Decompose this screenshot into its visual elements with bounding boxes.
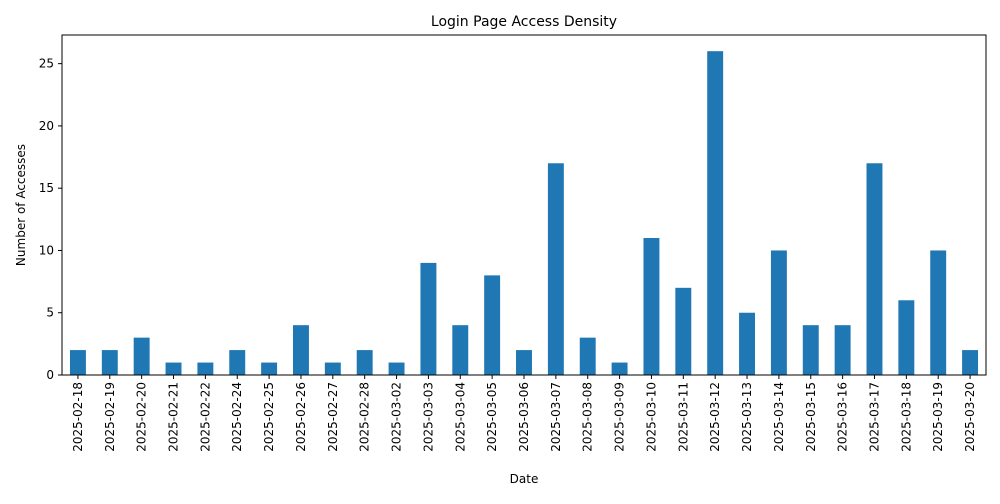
x-tick-label: 2025-03-15 xyxy=(804,382,818,452)
bar-2025-02-24 xyxy=(229,350,246,375)
bar-2025-02-25 xyxy=(261,362,278,375)
x-tick-label: 2025-02-20 xyxy=(135,382,149,452)
x-tick-label: 2025-03-18 xyxy=(899,382,913,452)
bar-2025-02-19 xyxy=(101,350,118,375)
bar-2025-03-18 xyxy=(898,300,915,375)
y-tick-label: 25 xyxy=(39,57,54,71)
bar-2025-03-17 xyxy=(866,163,883,375)
bar-2025-03-09 xyxy=(611,362,628,375)
bar-2025-02-26 xyxy=(293,325,309,375)
x-tick-label: 2025-03-16 xyxy=(836,382,850,452)
y-tick-label: 0 xyxy=(46,368,54,382)
bar-2025-03-13 xyxy=(739,312,755,375)
y-tick-label: 15 xyxy=(39,181,54,195)
x-tick-label: 2025-03-20 xyxy=(963,382,977,452)
bar-2025-02-22 xyxy=(197,362,214,375)
y-axis: 0 5 10 15 20 25 xyxy=(39,57,62,382)
bar-2025-03-15 xyxy=(802,325,819,375)
x-tick-label: 2025-03-11 xyxy=(676,382,690,452)
bar-2025-02-20 xyxy=(133,337,150,375)
x-tick-label: 2025-02-27 xyxy=(326,382,340,452)
bar-2025-02-28 xyxy=(356,350,373,375)
bar-2025-03-14 xyxy=(770,250,787,375)
x-tick-label: 2025-03-04 xyxy=(453,382,467,452)
plot-frame xyxy=(61,34,987,376)
x-tick-label: 2025-02-21 xyxy=(167,382,181,452)
bar-2025-03-03 xyxy=(420,262,437,375)
bar-2025-03-07 xyxy=(547,163,564,375)
bar-2025-03-02 xyxy=(388,362,405,375)
x-tick-label: 2025-03-10 xyxy=(644,382,658,452)
bar-2025-02-27 xyxy=(324,362,341,375)
y-tick-label: 10 xyxy=(39,243,54,257)
x-tick-label: 2025-03-08 xyxy=(581,382,595,452)
x-tick-label: 2025-03-05 xyxy=(485,382,499,452)
x-tick-label: 2025-03-06 xyxy=(517,382,531,452)
x-tick-label: 2025-03-02 xyxy=(390,382,404,452)
x-tick-label: 2025-02-28 xyxy=(358,382,372,452)
x-tick-label: 2025-02-25 xyxy=(262,382,276,452)
bar-2025-03-11 xyxy=(675,287,692,375)
x-tick-label: 2025-03-17 xyxy=(867,382,881,452)
bar-2025-03-16 xyxy=(834,325,851,375)
x-tick-label: 2025-03-12 xyxy=(708,382,722,452)
bar-2025-03-19 xyxy=(930,250,947,375)
x-tick-label: 2025-03-19 xyxy=(931,382,945,452)
bar-2025-03-12 xyxy=(707,51,724,375)
x-tick-label: 2025-03-09 xyxy=(613,382,627,452)
bar-2025-02-21 xyxy=(165,362,182,375)
x-tick-label: 2025-02-19 xyxy=(103,382,117,452)
y-axis-label: Number of Accesses xyxy=(14,144,28,266)
x-tick-label: 2025-03-07 xyxy=(549,382,563,452)
x-tick-label: 2025-03-13 xyxy=(740,382,754,452)
bar-2025-02-18 xyxy=(69,350,86,375)
x-tick-label: 2025-03-03 xyxy=(421,382,435,452)
bar-2025-03-20 xyxy=(962,350,979,375)
bar-2025-03-10 xyxy=(643,238,660,375)
x-axis-label: Date xyxy=(510,472,539,486)
x-tick-label: 2025-03-14 xyxy=(772,382,786,452)
x-tick-label: 2025-02-22 xyxy=(198,382,212,452)
y-tick-label: 5 xyxy=(46,306,54,320)
x-axis: 2025-02-18 2025-02-19 2025-02-20 2025-02-21… xyxy=(71,375,977,452)
bar-2025-03-06 xyxy=(516,350,532,375)
chart-title: Login Page Access Density xyxy=(431,14,617,30)
bars-layer xyxy=(69,51,979,375)
y-tick-label: 20 xyxy=(39,119,54,133)
x-tick-label: 2025-02-26 xyxy=(294,382,308,452)
bar-2025-03-04 xyxy=(452,325,469,375)
x-tick-label: 2025-02-18 xyxy=(71,382,85,452)
bar-2025-03-08 xyxy=(579,337,596,375)
x-tick-label: 2025-02-24 xyxy=(230,382,244,452)
bar-2025-03-05 xyxy=(484,275,501,375)
